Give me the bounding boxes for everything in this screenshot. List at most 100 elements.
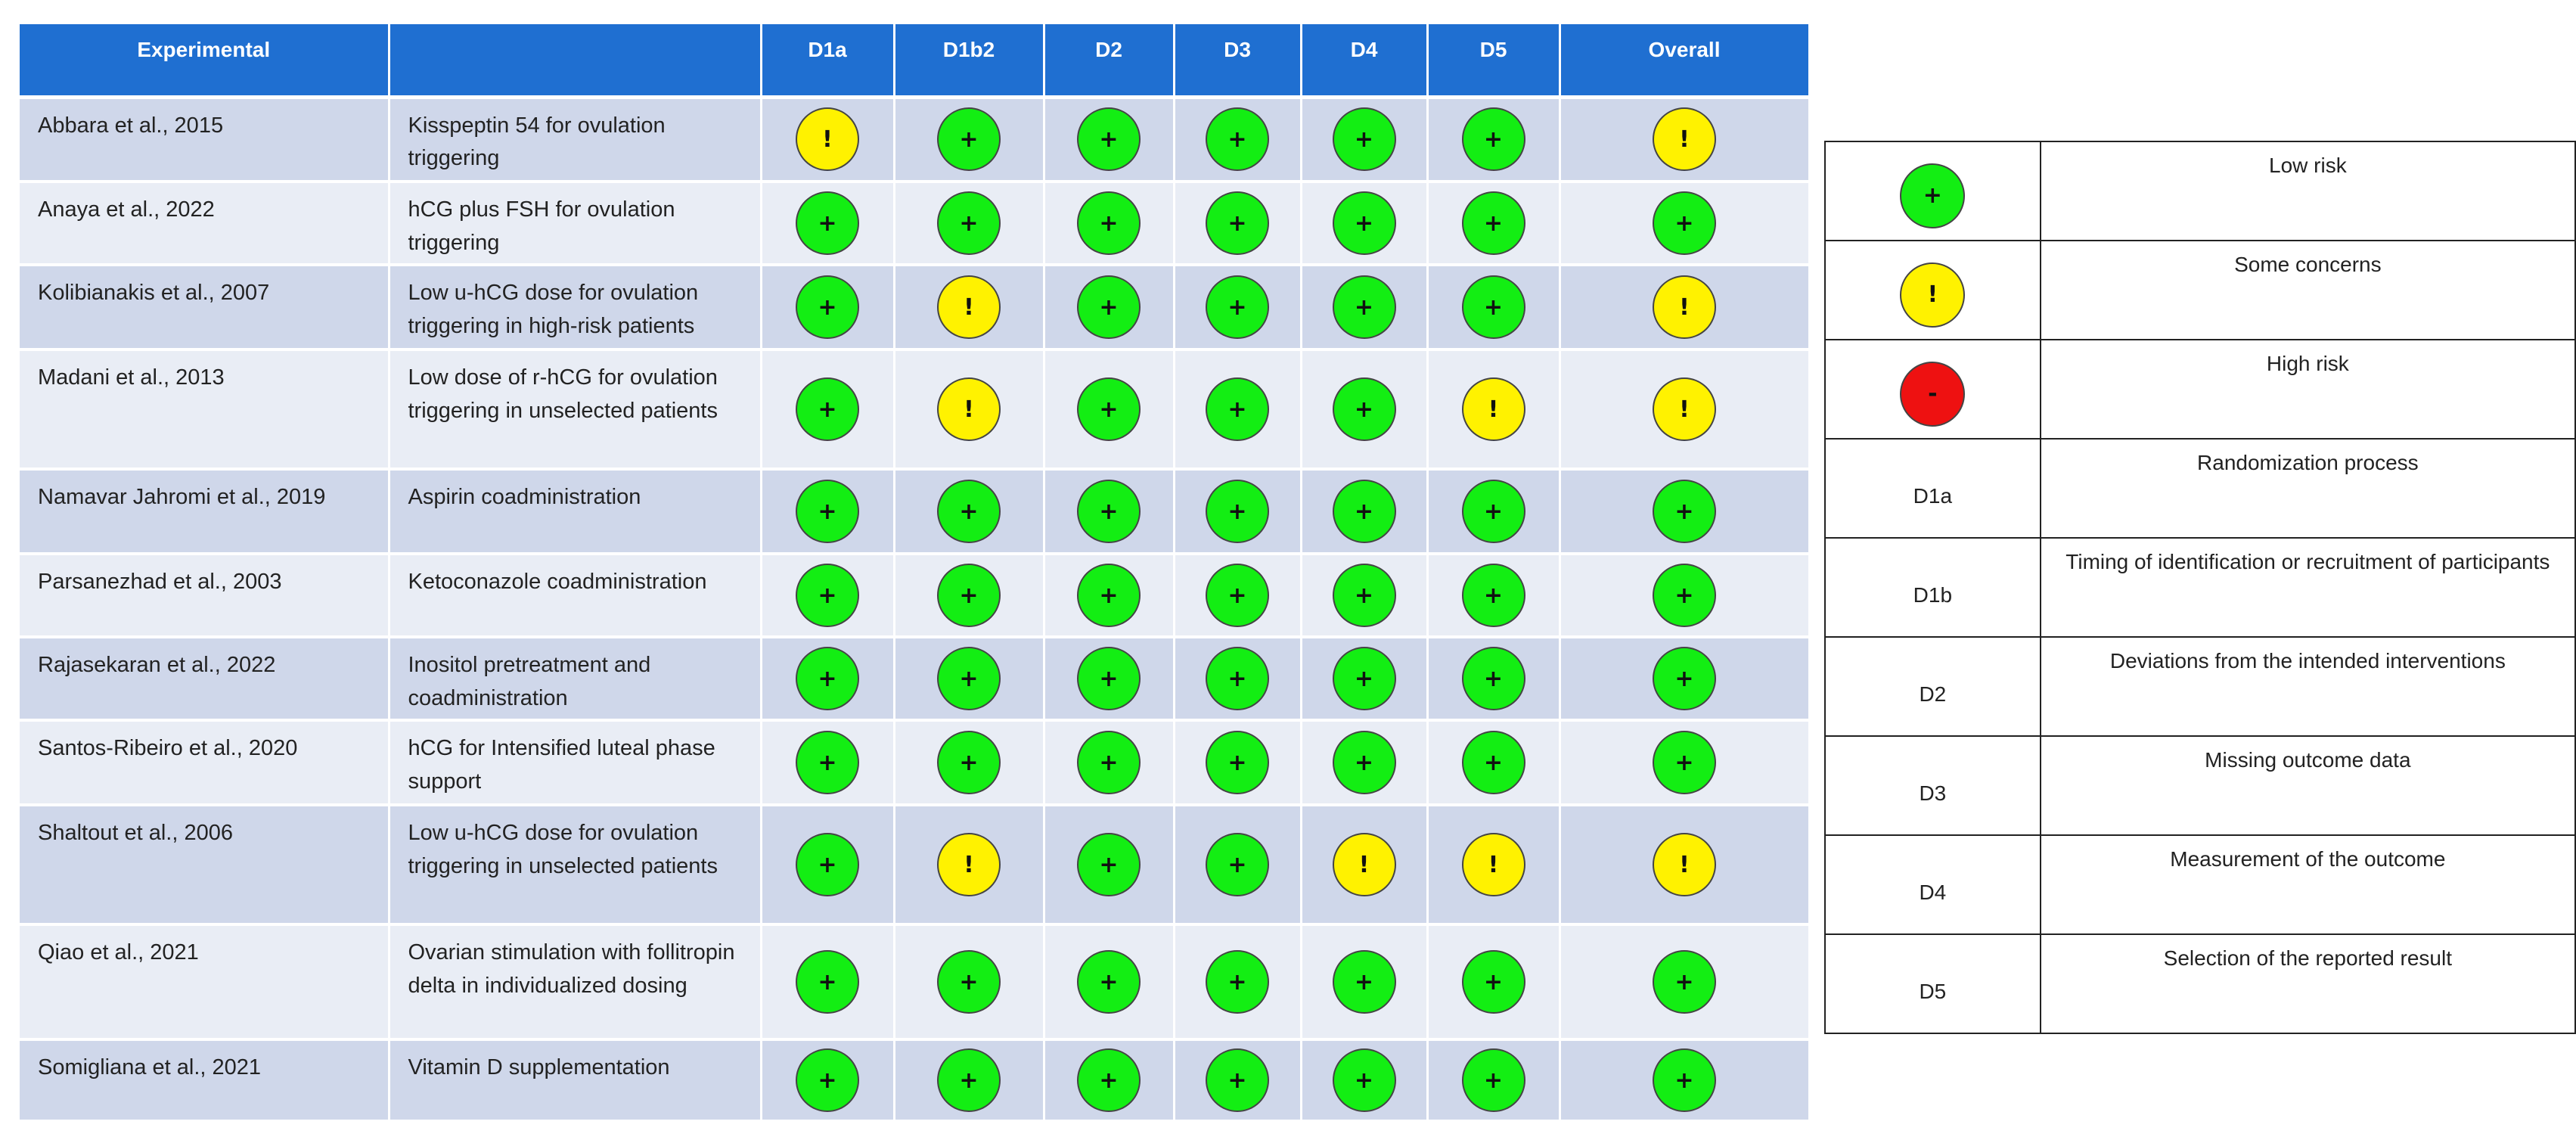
low-risk-icon: + xyxy=(1332,1048,1396,1112)
d5-cell: + xyxy=(1427,182,1561,266)
d5-cell: ! xyxy=(1427,349,1561,471)
intervention-text: hCG plus FSH for ovulation triggering xyxy=(389,182,762,266)
low-risk-icon: + xyxy=(937,731,1001,794)
low-risk-icon: + xyxy=(937,480,1001,543)
table-row: Qiao et al., 2021 Ovarian stimulation wit… xyxy=(20,924,1811,1041)
d1a-cell: + xyxy=(761,924,895,1041)
d3-cell: + xyxy=(1174,924,1302,1041)
low-risk-icon: + xyxy=(1077,833,1141,896)
legend-key: D5 xyxy=(1824,933,2041,1034)
d1b2-cell: ! xyxy=(894,265,1045,351)
low-risk-icon: + xyxy=(796,564,859,627)
some-risk-icon: ! xyxy=(1653,377,1716,441)
table-row: Madani et al., 2013 Low dose of r-hCG for… xyxy=(20,349,1811,471)
table-row: Shaltout et al., 2006 Low u-hCG dose for … xyxy=(20,805,1811,926)
header-d1a: D1a xyxy=(761,24,895,99)
d5-cell: + xyxy=(1427,924,1561,1041)
d4-cell: + xyxy=(1301,1039,1429,1123)
study-name: Shaltout et al., 2006 xyxy=(20,805,390,926)
some-risk-icon: ! xyxy=(1653,107,1716,172)
low-risk-icon: + xyxy=(1077,480,1141,543)
d1b2-cell: + xyxy=(894,469,1045,555)
low-risk-icon: + xyxy=(1077,275,1141,339)
low-risk-icon: + xyxy=(1461,480,1525,543)
low-risk-icon: + xyxy=(1900,163,1966,228)
d2-cell: + xyxy=(1044,720,1175,806)
legend-description: Deviations from the intended interventio… xyxy=(2039,636,2576,737)
d4-cell: + xyxy=(1301,182,1429,266)
low-risk-icon: + xyxy=(1653,1048,1716,1112)
legend-row: D1b Timing of identification or recruitme… xyxy=(1824,537,2576,638)
d1b2-cell: + xyxy=(894,1039,1045,1123)
intervention-text: Low u-hCG dose for ovulation triggering … xyxy=(389,805,762,926)
d1b2-cell: ! xyxy=(894,349,1045,471)
d3-cell: + xyxy=(1174,1039,1302,1123)
table-row: Somigliana et al., 2021 Vitamin D supplem… xyxy=(20,1039,1811,1123)
d1a-cell: + xyxy=(761,182,895,266)
low-risk-icon: + xyxy=(937,950,1001,1014)
some-risk-icon: ! xyxy=(1461,833,1525,896)
d1b2-cell: + xyxy=(894,720,1045,806)
low-risk-icon: + xyxy=(1461,107,1525,172)
low-risk-icon: + xyxy=(1077,564,1141,627)
d5-cell: + xyxy=(1427,469,1561,555)
d1b2-cell: ! xyxy=(894,805,1045,926)
table-row: Abbara et al., 2015 Kisspeptin 54 for ovu… xyxy=(20,97,1811,183)
low-risk-icon: + xyxy=(1077,647,1141,710)
legend-key: D2 xyxy=(1824,636,2041,737)
d1a-cell: + xyxy=(761,554,895,638)
intervention-text: Ovarian stimulation with follitropin del… xyxy=(389,924,762,1041)
low-risk-icon: + xyxy=(1206,191,1269,255)
some-risk-icon: ! xyxy=(1653,275,1716,339)
d1a-cell: + xyxy=(761,469,895,555)
low-risk-icon: + xyxy=(937,107,1001,172)
d4-cell: + xyxy=(1301,554,1429,638)
low-risk-icon: + xyxy=(1206,647,1269,710)
legend-key: ! xyxy=(1824,240,2041,340)
intervention-text: Low dose of r-hCG for ovulation triggeri… xyxy=(389,349,762,471)
d4-cell: + xyxy=(1301,469,1429,555)
d5-cell: + xyxy=(1427,720,1561,806)
legend-row: D5 Selection of the reported result xyxy=(1824,933,2576,1034)
d4-cell: ! xyxy=(1301,805,1429,926)
d2-cell: + xyxy=(1044,1039,1175,1123)
intervention-text: Low u-hCG dose for ovulation triggering … xyxy=(389,265,762,351)
low-risk-icon: + xyxy=(1206,1048,1269,1112)
legend-row: + Low risk xyxy=(1824,141,2576,241)
low-risk-icon: + xyxy=(1077,377,1141,441)
low-risk-icon: + xyxy=(1206,107,1269,172)
header-d5: D5 xyxy=(1427,24,1561,99)
overall-cell: + xyxy=(1560,1039,1811,1123)
legend-description: Measurement of the outcome xyxy=(2039,834,2576,935)
d5-cell: + xyxy=(1427,1039,1561,1123)
low-risk-icon: + xyxy=(1332,950,1396,1014)
d2-cell: + xyxy=(1044,469,1175,555)
d3-cell: + xyxy=(1174,637,1302,722)
low-risk-icon: + xyxy=(1077,731,1141,794)
some-risk-icon: ! xyxy=(796,107,859,172)
low-risk-icon: + xyxy=(796,377,859,441)
legend-row: D3 Missing outcome data xyxy=(1824,735,2576,836)
low-risk-icon: + xyxy=(1206,950,1269,1014)
table-row: Parsanezhad et al., 2003 Ketoconazole coa… xyxy=(20,554,1811,638)
low-risk-icon: + xyxy=(796,191,859,255)
low-risk-icon: + xyxy=(1332,731,1396,794)
some-risk-icon: ! xyxy=(1461,377,1525,441)
low-risk-icon: + xyxy=(1653,731,1716,794)
d3-cell: + xyxy=(1174,720,1302,806)
d3-cell: + xyxy=(1174,469,1302,555)
header-experimental: Experimental xyxy=(20,24,390,99)
study-name: Namavar Jahromi et al., 2019 xyxy=(20,469,390,555)
d4-cell: + xyxy=(1301,97,1429,183)
legend-description: Timing of identification or recruitment … xyxy=(2039,537,2576,638)
d4-cell: + xyxy=(1301,720,1429,806)
legend-table: + Low risk! Some concerns - High risk D1a Rand… xyxy=(1824,141,2576,1034)
low-risk-icon: + xyxy=(1332,191,1396,255)
low-risk-icon: + xyxy=(1461,950,1525,1014)
low-risk-icon: + xyxy=(1077,191,1141,255)
table-row: Namavar Jahromi et al., 2019 Aspirin coad… xyxy=(20,469,1811,555)
low-risk-icon: + xyxy=(1077,1048,1141,1112)
table-row: Anaya et al., 2022 hCG plus FSH for ovula… xyxy=(20,182,1811,266)
study-name: Qiao et al., 2021 xyxy=(20,924,390,1041)
low-risk-icon: + xyxy=(796,833,859,896)
